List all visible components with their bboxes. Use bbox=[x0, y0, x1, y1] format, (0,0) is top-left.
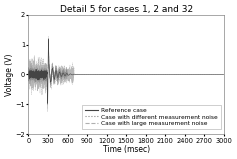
Legend: Reference case, Case with different measurement noise, Case with large measureme: Reference case, Case with different meas… bbox=[82, 105, 221, 129]
X-axis label: Time (msec): Time (msec) bbox=[103, 145, 150, 154]
Title: Detail 5 for cases 1, 2 and 32: Detail 5 for cases 1, 2 and 32 bbox=[59, 5, 193, 14]
Y-axis label: Voltage (V): Voltage (V) bbox=[5, 53, 14, 96]
